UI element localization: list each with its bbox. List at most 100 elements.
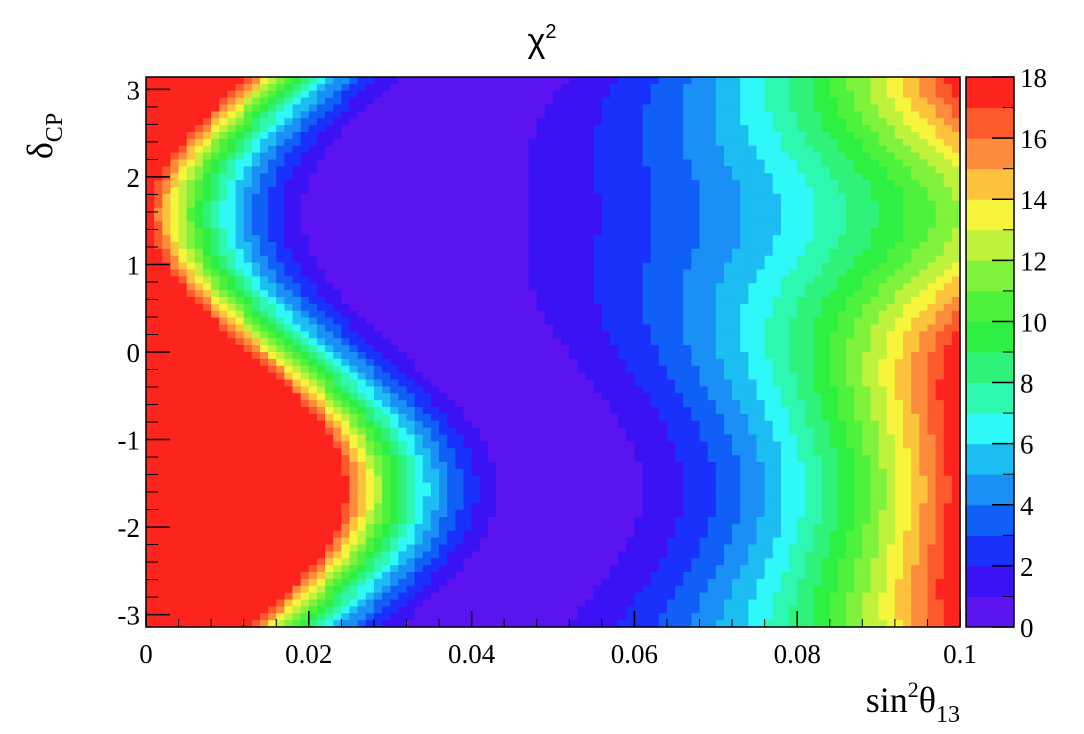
- heatmap-cell: [675, 372, 684, 381]
- heatmap-cell: [780, 290, 790, 298]
- heatmap-cell: [569, 228, 579, 236]
- heatmap-cell: [935, 352, 945, 360]
- heatmap-cell: [414, 248, 424, 257]
- heatmap-cell: [585, 400, 595, 408]
- heatmap-cell: [561, 262, 570, 271]
- heatmap-cell: [821, 145, 831, 154]
- heatmap-cell: [789, 358, 798, 367]
- heatmap-cell: [927, 104, 937, 112]
- heatmap-cell: [683, 393, 692, 401]
- heatmap-cell: [194, 90, 204, 99]
- heatmap-cell: [316, 187, 326, 195]
- heatmap-cell: [666, 297, 676, 305]
- heatmap-cell: [251, 214, 261, 222]
- heatmap-cell: [268, 352, 277, 360]
- heatmap-cell: [813, 207, 823, 216]
- heatmap-cell: [382, 145, 391, 154]
- heatmap-cell: [829, 242, 839, 250]
- heatmap-cell: [707, 228, 717, 236]
- heatmap-cell: [194, 166, 204, 174]
- heatmap-cell: [634, 331, 644, 339]
- heatmap-cell: [903, 283, 912, 291]
- heatmap-cell: [723, 310, 733, 319]
- heatmap-cell: [162, 90, 172, 99]
- heatmap-cell: [951, 372, 961, 381]
- heatmap-cell: [162, 358, 172, 367]
- heatmap-cell: [634, 83, 644, 92]
- heatmap-cell: [259, 90, 269, 99]
- heatmap-cell: [797, 317, 806, 326]
- heatmap-cell: [601, 97, 611, 106]
- heatmap-cell: [422, 317, 432, 326]
- heatmap-cell: [308, 379, 318, 387]
- heatmap-cell: [365, 352, 375, 360]
- heatmap-cell: [146, 193, 155, 202]
- heatmap-cell: [561, 221, 570, 229]
- heatmap-cell: [284, 235, 294, 243]
- heatmap-cell: [764, 187, 774, 195]
- heatmap-cell: [471, 90, 481, 99]
- heatmap-cell: [471, 331, 481, 339]
- heatmap-cell: [373, 331, 383, 339]
- heatmap-cell: [219, 317, 228, 326]
- heatmap-cell: [316, 83, 326, 92]
- heatmap-cell: [373, 248, 383, 257]
- heatmap-cell: [894, 365, 904, 374]
- heatmap-cell: [512, 207, 522, 216]
- heatmap-cell: [439, 125, 448, 133]
- heatmap-cell: [390, 379, 399, 387]
- heatmap-cell: [748, 138, 758, 147]
- heatmap-cell: [333, 214, 342, 222]
- heatmap-cell: [479, 90, 489, 99]
- heatmap-cell: [658, 235, 668, 243]
- heatmap-cell: [186, 228, 196, 236]
- heatmap-cell: [691, 173, 701, 181]
- heatmap-cell: [219, 187, 228, 195]
- heatmap-cell: [186, 214, 196, 222]
- heatmap-cell: [520, 187, 530, 195]
- heatmap-cell: [756, 303, 766, 312]
- heatmap-cell: [357, 386, 367, 394]
- heatmap-cell: [447, 77, 456, 85]
- heatmap-cell: [390, 200, 399, 209]
- heatmap-cell: [365, 83, 375, 92]
- heatmap-cell: [430, 159, 440, 167]
- heatmap-cell: [658, 242, 668, 250]
- heatmap-cell: [886, 221, 896, 229]
- heatmap-cell: [862, 159, 872, 167]
- heatmap-cell: [439, 317, 448, 326]
- heatmap-cell: [227, 317, 237, 326]
- heatmap-cell: [341, 207, 351, 216]
- heatmap-cell: [211, 372, 220, 381]
- heatmap-cell: [504, 200, 513, 209]
- heatmap-cell: [894, 317, 904, 326]
- heatmap-cell: [829, 407, 839, 415]
- heatmap-cell: [496, 413, 505, 422]
- heatmap-cell: [593, 83, 603, 92]
- heatmap-cell: [894, 331, 904, 339]
- heatmap-cell: [170, 276, 180, 284]
- heatmap-cell: [935, 242, 945, 250]
- heatmap-cell: [243, 200, 253, 209]
- heatmap-cell: [789, 352, 798, 360]
- heatmap-cell: [455, 77, 465, 85]
- heatmap-cell: [569, 221, 579, 229]
- heatmap-cell: [748, 262, 758, 271]
- heatmap-cell: [634, 138, 644, 147]
- heatmap-cell: [194, 248, 204, 257]
- heatmap-cell: [561, 90, 570, 99]
- heatmap-cell: [211, 324, 220, 332]
- heatmap-cell: [626, 221, 635, 229]
- heatmap-cell: [553, 269, 562, 277]
- heatmap-cell: [748, 345, 758, 353]
- heatmap-cell: [797, 262, 806, 271]
- heatmap-cell: [349, 187, 359, 195]
- heatmap-cell: [178, 386, 188, 394]
- heatmap-cell: [512, 290, 522, 298]
- heatmap-cell: [650, 77, 660, 85]
- heatmap-cell: [609, 97, 619, 106]
- heatmap-cell: [626, 324, 635, 332]
- heatmap-cell: [463, 200, 473, 209]
- heatmap-cell: [162, 283, 172, 291]
- heatmap-cell: [691, 111, 701, 119]
